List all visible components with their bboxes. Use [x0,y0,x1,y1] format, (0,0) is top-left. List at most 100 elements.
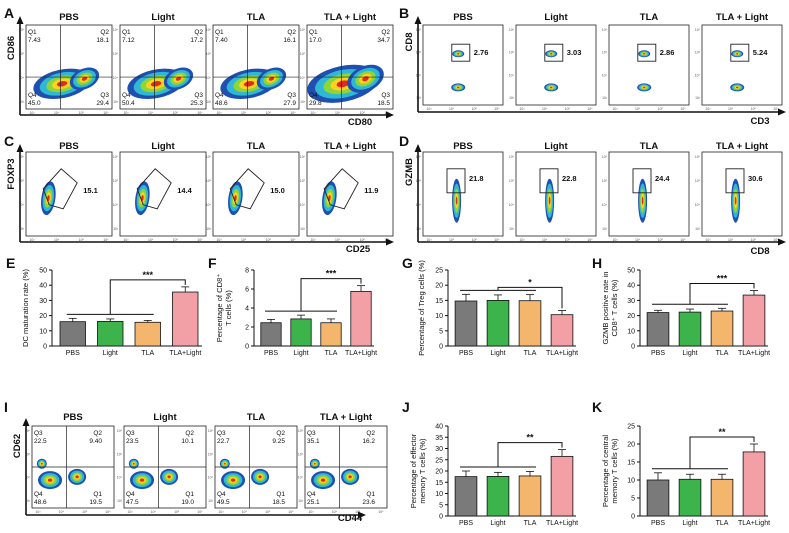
significance-bracket [689,283,755,305]
y-axis-A-arrow [16,16,24,24]
quadrant-q1: Q1 [366,491,375,498]
panel-letter: G [402,255,413,271]
flow-tick-y: 10⁴ [208,476,214,480]
gate-value: 5.24 [753,48,768,57]
y-tick-label: 5 [439,328,443,335]
gate-box [632,168,652,194]
density-blob-layer-4 [734,196,737,205]
quadrant-q4: Q4 [28,92,37,99]
quadrant-q2: Q2 [93,430,102,437]
flow-plot-2: TLA 10³ 10³ 10⁴ 10⁴ 10⁵ 10⁵ 10⁶ 10⁶ 15.0 [206,141,300,242]
panel-I: IPBS10³10³10⁴10⁴10⁵10⁵10⁶10⁶Q322.5Q29.40… [4,399,388,524]
flow-tick-x: 10⁴ [241,111,247,115]
y-axis-label: Percentage of CD8⁺ [215,274,224,343]
quadrant-q2: Q2 [287,29,296,36]
x-tick-label: TLA+Light [546,350,578,357]
y-tick-label: 35 [435,435,443,442]
flow-tick-y: 10⁴ [206,76,212,80]
group-title: TLA [247,141,266,152]
y-tick-label: 5 [439,502,443,509]
flow-tick-y: 10⁶ [602,155,608,159]
quadrant-q1-value: 19.0 [181,499,194,506]
bar-TLA [710,478,734,517]
flow-tick-x: 10³ [309,510,315,514]
quadrant-q3-value: 23.5 [126,438,139,445]
group-title: TLA + Light [324,12,377,23]
chart-H: H 0 10 20 30 40 50 GZMB positive rate in CD8⁺ T … [592,255,770,357]
y-tick-label: 20 [435,283,443,290]
panel-D: D PBS 10³ 10³ 10⁴ 10⁴ 10⁵ 10⁵ 10⁶ 10⁶ 21.8 Light 10³… [399,133,786,257]
gate-value: 24.4 [655,174,670,183]
flow-tick-y: 10⁶ [19,28,25,32]
y-axis-label: CD8 [404,32,415,51]
bar-Light [678,311,702,347]
flow-tick-x: 10⁵ [751,107,757,111]
flow-tick-x: 10⁴ [635,107,641,111]
flow-tick-x: 10⁵ [174,510,180,514]
flow-tick-y: 10³ [208,499,214,503]
x-tick-label: TLA+Light [738,520,770,527]
y-tick-label: 40 [627,283,635,290]
density-blob-layer-4 [47,478,53,482]
flow-tick-y: 10⁴ [695,203,701,207]
gate-value: 30.6 [748,174,763,183]
cd8-population-layer-4 [643,53,646,55]
quadrant-q4: Q4 [34,491,43,498]
bar-TLA [320,322,342,347]
y-tick-label: 15 [435,298,443,305]
flow-tick-y: 10³ [602,227,608,231]
flow-tick-x: 10⁴ [335,238,341,242]
flow-tick-y: 10⁶ [695,155,701,159]
gate-value: 11.9 [364,186,378,195]
y-tick-label: 10 [39,328,47,335]
quadrant-q3: Q3 [100,92,109,99]
y-axis-label: CD62 [12,434,23,458]
gate-box [637,43,657,62]
y-tick-label: 10 [627,328,635,335]
flow-tick-x: 10⁵ [658,107,664,111]
flow-tick-x: 10⁵ [751,238,757,242]
flow-tick-y: 10³ [416,227,422,231]
x-tick-label: Light [490,520,505,527]
flow-plot-3: TLA + Light10³10³10⁴10⁴10⁵10⁵10⁶10⁶Q117.… [300,12,394,115]
x-axis-label: CD8 [750,246,769,257]
bar-PBS [454,476,478,517]
y-tick-label: 20 [627,442,635,449]
flow-tick-x: 10⁶ [197,510,203,514]
gate-value: 3.03 [567,48,582,57]
bar-TLA+Light [550,455,574,517]
panel-C: C PBS 10³ 10³ 10⁴ 10⁴ 10⁵ 10⁵ 10⁶ 10⁶ 15.1 Light 10³… [4,133,394,255]
flow-plot-frame [119,151,207,237]
flow-plot-0: PBS10³10³10⁴10⁴10⁵10⁵10⁶10⁶21.8 [416,141,504,242]
flow-tick-y: 10⁴ [113,76,119,80]
x-tick-label: PBS [264,350,278,357]
flow-tick-x: 10⁵ [565,107,571,111]
y-tick-label: 50 [627,268,635,275]
flow-tick-y: 10⁶ [113,28,119,32]
flow-plot-1: Light10³10³10⁴10⁴10⁵10⁵10⁶10⁶Q323.5Q210.… [117,412,207,514]
quadrant-q4: Q4 [309,92,318,99]
flow-tick-y: 10³ [113,100,119,104]
flow-tick-y: 10³ [113,227,119,231]
quadrant-q3: Q3 [217,430,226,437]
flow-tick-x: 10³ [311,238,317,242]
flow-tick-x: 10³ [520,107,526,111]
flow-tick-x: 10⁵ [82,510,88,514]
y-tick-label: 50 [39,268,47,275]
density-blob-secondary-layer-4 [167,475,171,479]
y-tick-label: 40 [39,283,47,290]
flow-tick-x: 10⁴ [59,510,65,514]
y-axis-label: Percentage of central [601,435,610,507]
quadrant-q2-value: 16.2 [362,438,375,445]
quadrant-q2: Q2 [185,430,194,437]
density-blob-layer-4 [243,81,255,87]
y-axis-label: GZMB [404,158,415,186]
x-tick-label: TLA [524,520,537,527]
quadrant-q4-value: 25.1 [307,499,320,506]
group-title: TLA + Light [716,12,769,23]
density-blob-secondary-layer-4 [175,76,182,81]
y-tick-label: 0 [631,344,635,351]
flow-tick-x: 10⁴ [54,238,60,242]
flow-tick-y: 10³ [117,499,123,503]
flow-tick-y: 10⁵ [300,179,306,183]
